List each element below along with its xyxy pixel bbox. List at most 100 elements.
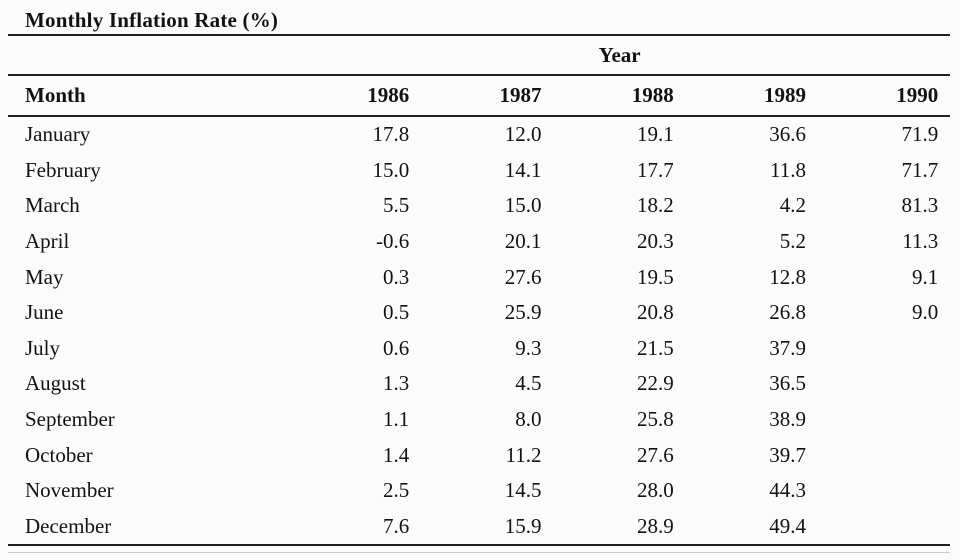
month-cell: February: [25, 157, 101, 182]
value-cell: [818, 366, 950, 402]
column-header-row: Month 1986 1987 1988 1989 1990: [8, 75, 951, 117]
value-cell: 22.9: [637, 371, 674, 396]
value-cell: 1.1: [383, 407, 410, 432]
value-cell: [818, 509, 950, 546]
value-cell: 20.3: [637, 229, 674, 254]
value-cell: [818, 437, 950, 473]
table-row-october: October 1.4 11.2 27.6 39.7: [8, 437, 950, 473]
table-row-july: July 0.6 9.3 21.5 37.9: [8, 331, 950, 367]
value-cell: 12.8: [769, 264, 806, 289]
value-cell: 14.5: [504, 478, 542, 503]
value-cell: 9.3: [515, 335, 542, 360]
value-cell: 20.8: [637, 300, 674, 325]
year-column-header-1989: 1989: [685, 75, 818, 117]
table-header: Year Month 1986 1987 1988 1989 1990: [8, 35, 951, 117]
table-row-november: November 2.5 14.5 28.0 44.3: [8, 473, 950, 509]
value-cell: 4.2: [779, 193, 806, 218]
value-cell: [818, 473, 950, 509]
month-cell: January: [25, 122, 91, 147]
value-cell: 14.1: [504, 157, 542, 182]
month-cell: March: [25, 193, 80, 218]
value-cell: 28.9: [637, 513, 674, 538]
value-cell: 15.0: [504, 193, 542, 218]
value-cell: 71.7: [901, 157, 939, 182]
value-cell: 9.1: [912, 264, 939, 289]
value-cell: 0.3: [383, 264, 410, 289]
value-cell: 1.4: [383, 442, 410, 467]
value-cell: 21.5: [637, 335, 674, 360]
value-cell: 5.2: [779, 229, 806, 254]
table-row-april: April -0.6 20.1 20.3 5.2 11.3: [8, 224, 950, 260]
inflation-table: Year Month 1986 1987 1988 1989 1990 Janu…: [8, 34, 951, 547]
value-cell: 11.8: [770, 157, 806, 182]
value-cell: 26.8: [769, 300, 806, 325]
value-cell: 27.6: [504, 264, 542, 289]
year-column-header-1987: 1987: [421, 75, 554, 117]
value-cell: 7.6: [383, 513, 410, 538]
year-spanner-row: Year: [8, 35, 951, 76]
value-cell: 12.0: [504, 122, 542, 147]
value-cell: 17.7: [637, 157, 674, 182]
value-cell: 4.5: [515, 371, 542, 396]
month-cell: April: [25, 229, 70, 254]
value-cell: 19.1: [637, 122, 674, 147]
spanner-empty-cell: [8, 35, 289, 76]
table-row-august: August 1.3 4.5 22.9 36.5: [8, 366, 950, 402]
value-cell: 15.9: [504, 513, 542, 538]
value-cell: [818, 331, 950, 367]
table-row-june: June 0.5 25.9 20.8 26.8 9.0: [8, 295, 950, 331]
month-cell: July: [25, 335, 61, 360]
month-cell: December: [25, 513, 112, 538]
table-row-january: January 17.8 12.0 19.1 36.6 71.9: [8, 116, 950, 153]
year-column-header-1990: 1990: [818, 75, 951, 117]
value-cell: 71.9: [901, 122, 939, 147]
value-cell: 20.1: [504, 229, 542, 254]
value-cell: 17.8: [372, 122, 410, 147]
value-cell: 81.3: [901, 193, 939, 218]
value-cell: 28.0: [637, 478, 674, 503]
month-cell: August: [25, 371, 86, 396]
table-row-december: December 7.6 15.9 28.9 49.4: [8, 509, 950, 546]
value-cell: 5.5: [383, 193, 410, 218]
value-cell: 8.0: [515, 407, 542, 432]
value-cell: 44.3: [769, 478, 806, 503]
month-cell: November: [25, 478, 114, 503]
value-cell: 38.9: [769, 407, 806, 432]
value-cell: 19.5: [637, 264, 674, 289]
value-cell: 36.5: [769, 371, 806, 396]
value-cell: 11.2: [505, 442, 542, 467]
value-cell: 9.0: [912, 300, 939, 325]
value-cell: 36.6: [769, 122, 806, 147]
value-cell: 2.5: [383, 478, 410, 503]
year-column-header-1988: 1988: [553, 75, 686, 117]
value-cell: 25.8: [637, 407, 674, 432]
table-body: January 17.8 12.0 19.1 36.6 71.9 Februar…: [8, 116, 950, 545]
value-cell: 37.9: [769, 335, 806, 360]
table-row-february: February 15.0 14.1 17.7 11.8 71.7: [8, 153, 950, 189]
value-cell: -0.6: [376, 229, 410, 254]
month-column-header: Month: [8, 75, 289, 117]
value-cell: 49.4: [769, 513, 806, 538]
value-cell: [818, 402, 950, 438]
month-cell: May: [25, 264, 64, 289]
month-cell: September: [25, 407, 115, 432]
value-cell: 27.6: [637, 442, 674, 467]
value-cell: 1.3: [383, 371, 410, 396]
month-cell: June: [25, 300, 64, 325]
value-cell: 11.3: [902, 229, 939, 254]
table-row-september: September 1.1 8.0 25.8 38.9: [8, 402, 950, 438]
table-row-march: March 5.5 15.0 18.2 4.2 81.3: [8, 188, 950, 224]
bottom-thin-rule: [8, 552, 950, 554]
value-cell: 15.0: [372, 157, 410, 182]
value-cell: 18.2: [637, 193, 674, 218]
value-cell: 0.6: [383, 335, 410, 360]
month-cell: October: [25, 442, 93, 467]
value-cell: 0.5: [383, 300, 410, 325]
table-row-may: May 0.3 27.6 19.5 12.8 9.1: [8, 259, 950, 295]
table-title: Monthly Inflation Rate (%): [25, 8, 279, 32]
value-cell: 39.7: [769, 442, 806, 467]
year-column-header-1986: 1986: [289, 75, 422, 117]
value-cell: 25.9: [504, 300, 542, 325]
year-spanner-label: Year: [289, 35, 951, 76]
